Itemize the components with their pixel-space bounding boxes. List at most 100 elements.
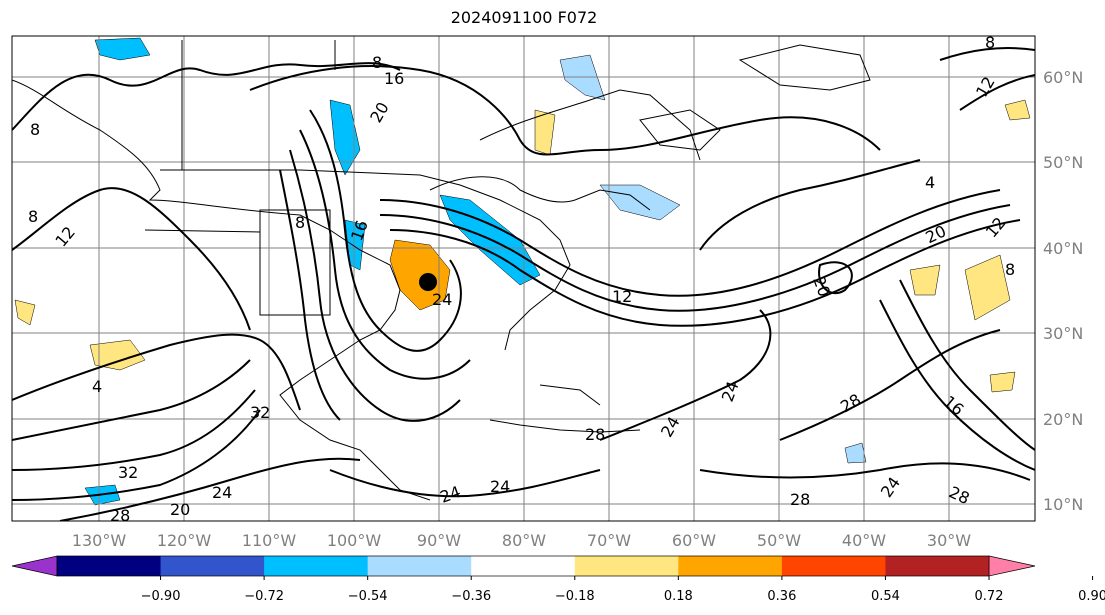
contour-label: 8 [295,213,305,232]
contour-label: 20 [170,500,190,519]
lon-label: 70°W [587,531,631,550]
shade-yellow-patch [964,254,1011,321]
colorbar-tick-label: −0.18 [555,589,595,604]
shade-orange-patch [389,239,451,311]
contour-line [309,109,462,352]
colorbar-tick-label: 0.18 [664,589,693,604]
contour-line [12,333,301,411]
map-content: 8 16 20 8 12 8 8 16 24 12 4 20 12 8 20 4… [12,33,1035,525]
map-frame [11,35,1036,522]
contour-label: 24 [212,483,232,502]
lon-label: 60°W [672,531,716,550]
contour-line [12,409,261,501]
contour-line [939,47,1035,61]
colorbar-tick-label: 0.72 [975,589,1004,604]
contour-line [12,389,256,471]
colorbar-tick-label: 0.54 [871,589,900,604]
lon-label: 110°W [242,531,297,550]
colorbar-segment [885,556,990,576]
colorbar-segment [264,556,369,576]
lon-label: 130°W [72,531,127,550]
contour-label: 8 [985,33,995,52]
contour-line [249,65,881,156]
latitude-labels: 60°N 50°N 40°N 30°N 20°N 10°N [1043,68,1083,514]
colorbar-extend-left [11,555,58,577]
shade-yellow-patch [1004,99,1031,121]
lon-label: 40°W [842,531,886,550]
lat-label: 60°N [1043,68,1083,87]
colorbar-extend-right [988,555,1036,577]
contour-line [818,261,853,295]
colorbar-segment [57,556,162,576]
contour-line [959,74,1035,111]
colorbar-tick-label: −0.72 [244,589,284,604]
colorbar-segments [57,556,990,576]
contour-label: 28 [585,425,605,444]
lon-label: 100°W [327,531,382,550]
contour-label: 32 [250,403,270,422]
contour-line [59,457,361,521]
colorbar-tick-label: 0.36 [767,589,796,604]
contour-label: 4 [925,173,935,192]
lat-label: 50°N [1043,153,1083,172]
lon-label: 80°W [502,531,546,550]
map-title: 2024091100 F072 [450,8,598,27]
contour-line [599,309,772,441]
colorbar-segment [574,556,679,576]
contour-label: 28 [790,490,810,509]
contour-label: 12 [612,287,632,306]
lon-label: 50°W [757,531,801,550]
lon-label: 120°W [157,531,212,550]
lat-label: 10°N [1043,495,1083,514]
colorbar-tick-label: −0.90 [141,589,181,604]
contour-lines [12,47,1035,521]
contour-label: 24 [432,290,452,309]
contour-line [389,219,1021,327]
contour-label: 8 [372,53,382,72]
contour-line [12,187,251,331]
colorbar-segment [471,556,576,576]
colorbar-segment [160,556,265,576]
colorbar-tick-label: −0.54 [348,589,388,604]
coastlines [12,40,871,501]
contour-line [699,159,921,251]
colorbar-frame [56,555,990,577]
shade-yellow-patch [14,299,36,326]
shade-blue-patch [844,442,867,464]
contour-line [379,189,1001,297]
contour-label: 32 [118,463,138,482]
colorbar: −0.90 −0.72 −0.54 −0.36 −0.18 0.18 0.36 0.54 0.7… [11,555,1105,604]
lat-label: 40°N [1043,239,1083,258]
lat-label: 20°N [1043,410,1083,429]
shade-yellow-patch [909,264,941,296]
contour-label: 8 [28,207,38,226]
colorbar-segment [367,556,472,576]
lon-label: 90°W [417,531,461,550]
shade-yellow-patch [89,339,146,371]
graticule [12,36,1035,521]
contour-line [379,204,1011,312]
colorbar-segment [678,556,783,576]
contour-line [299,129,471,380]
contour-line [279,169,341,421]
contour-line [12,359,251,441]
colorbar-tick-label: −0.36 [451,589,491,604]
contour-label: 24 [490,477,510,496]
longitude-labels: 130°W 120°W 110°W 100°W 90°W 80°W 70°W 6… [72,531,971,550]
contour-label: 8 [30,120,40,139]
contour-label: 28 [110,506,130,525]
contour-line [899,279,1035,451]
contour-line [329,469,601,498]
shade-yellow-patch [989,371,1016,393]
contour-label: 8 [1005,260,1015,279]
contour-label: 16 [384,69,404,88]
storm-center-marker [419,273,437,291]
colorbar-ticks: −0.90 −0.72 −0.54 −0.36 −0.18 0.18 0.36 0.54 0.7… [141,576,1105,604]
contour-line [289,149,461,422]
colorbar-tick-label: 0.90 [1078,589,1105,604]
contour-line [879,299,1035,471]
contour-line [699,462,1031,481]
contour-label: 4 [92,377,102,396]
colorbar-segment [781,556,886,576]
